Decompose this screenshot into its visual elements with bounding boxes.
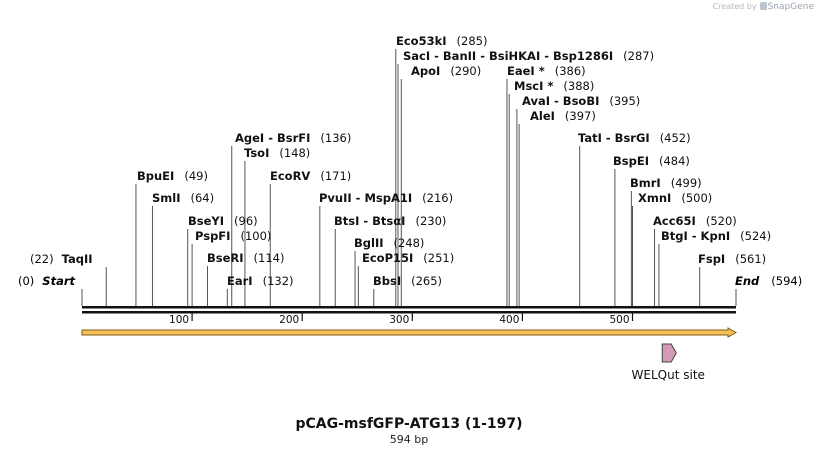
- restriction-site-label[interactable]: BbsI (265): [373, 274, 442, 288]
- ruler-tick-label: 100: [169, 314, 189, 326]
- restriction-site-label[interactable]: BseYI (96): [188, 214, 258, 228]
- restriction-site-label[interactable]: BspEI (484): [613, 154, 690, 168]
- backbone-top-strand: [82, 306, 736, 309]
- welqut-site-label: WELQut site: [632, 368, 705, 382]
- backbone-bottom-strand: [82, 311, 736, 314]
- restriction-site-label[interactable]: BglII (248): [354, 236, 424, 250]
- ruler-tick-label: 400: [499, 314, 519, 326]
- ruler-tick-label: 200: [279, 314, 299, 326]
- credit-brand: SnapGene: [767, 2, 814, 12]
- ruler-tick-label: 500: [609, 314, 629, 326]
- restriction-site-label[interactable]: BpuEI (49): [137, 169, 208, 183]
- restriction-site-label[interactable]: AvaI - BsoBI (395): [522, 94, 640, 108]
- restriction-site-label[interactable]: FspI (561): [698, 252, 766, 266]
- welqut-site-feature[interactable]: [661, 343, 677, 363]
- restriction-site-label[interactable]: MscI * (388): [514, 79, 594, 93]
- restriction-site-label[interactable]: SacI - BanII - BsiHKAI - Bsp1286I (287): [403, 49, 654, 63]
- restriction-site-label[interactable]: Eco53kI (285): [396, 34, 487, 48]
- restriction-site-label[interactable]: PspFI (100): [195, 229, 271, 243]
- restriction-site-label[interactable]: XmnI (500): [638, 191, 712, 205]
- start-label: (0) Start: [18, 274, 76, 288]
- snapgene-credit: Created by SnapGene: [713, 2, 814, 12]
- map-length: 594 bp: [389, 433, 429, 446]
- restriction-site-label[interactable]: BtgI - KpnI (524): [661, 229, 771, 243]
- restriction-site-label[interactable]: AgeI - BsrFI (136): [235, 131, 351, 145]
- restriction-site-label[interactable]: TatI - BsrGI (452): [578, 131, 691, 145]
- orf-arrow[interactable]: [81, 327, 738, 338]
- restriction-site-label[interactable]: EcoP15I (251): [362, 251, 454, 265]
- restriction-site-label[interactable]: SmlI (64): [152, 191, 214, 205]
- snapgene-logo-icon: [759, 2, 767, 10]
- restriction-site-label[interactable]: (22) TaqII: [30, 252, 93, 266]
- restriction-site-label[interactable]: EaeI * (386): [507, 64, 586, 78]
- restriction-site-label[interactable]: BmrI (499): [630, 176, 702, 190]
- restriction-site-label[interactable]: PvuII - MspA1I (216): [319, 191, 453, 205]
- restriction-site-label[interactable]: BseRI (114): [207, 251, 284, 265]
- end-label: End (594): [735, 274, 802, 288]
- restriction-site-label[interactable]: ApoI (290): [411, 64, 481, 78]
- credit-prefix: Created by: [712, 2, 757, 11]
- restriction-site-label[interactable]: EarI (132): [227, 274, 294, 288]
- restriction-site-label[interactable]: AleI (397): [530, 109, 596, 123]
- restriction-site-label[interactable]: BtsI - BtsαI (230): [334, 214, 446, 228]
- ruler-tick-label: 300: [389, 314, 409, 326]
- restriction-site-label[interactable]: Acc65I (520): [653, 214, 737, 228]
- restriction-site-label[interactable]: TsoI (148): [244, 146, 310, 160]
- map-title: pCAG-msfGFP-ATG13 (1-197): [295, 416, 523, 432]
- restriction-site-label[interactable]: EcoRV (171): [270, 169, 351, 183]
